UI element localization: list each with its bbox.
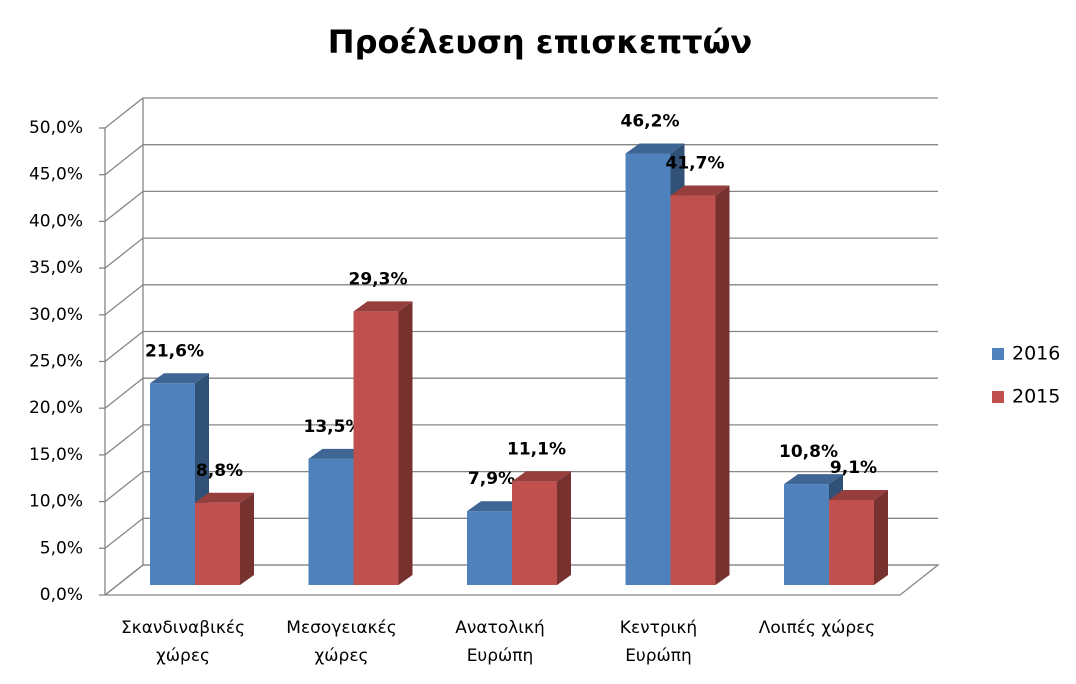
bar bbox=[353, 311, 399, 585]
grid-line bbox=[104, 377, 938, 409]
y-tick-label: 20,0% bbox=[29, 398, 83, 418]
y-tick-label: 40,0% bbox=[29, 211, 83, 231]
bar bbox=[512, 481, 557, 585]
bar-top bbox=[353, 301, 413, 312]
bar-top bbox=[308, 448, 368, 459]
legend-swatch bbox=[992, 348, 1004, 360]
bar-side bbox=[557, 471, 571, 585]
bar-top bbox=[829, 490, 888, 501]
bar bbox=[467, 511, 512, 585]
bar-top bbox=[625, 143, 685, 154]
legend-label: 2015 bbox=[1012, 386, 1060, 408]
value-label: 21,6% bbox=[145, 341, 204, 361]
x-tick-label: Κεντρική Ευρώπη bbox=[620, 618, 697, 666]
bar-side bbox=[398, 301, 413, 585]
chart-title: Προέλευση επισκεπτών bbox=[328, 23, 752, 61]
grid-line bbox=[104, 284, 938, 316]
value-label: 7,9% bbox=[468, 469, 515, 489]
value-label: 9,1% bbox=[830, 458, 877, 478]
value-label: 13,5% bbox=[304, 417, 363, 437]
x-tick-label: Ανατολική Ευρώπη bbox=[455, 618, 545, 666]
bar-side bbox=[874, 490, 888, 585]
x-tick-label: Σκανδιναβικές χώρες bbox=[121, 618, 245, 666]
grid-line bbox=[104, 190, 938, 222]
grid-line bbox=[104, 330, 938, 363]
y-tick-label: 45,0% bbox=[29, 165, 83, 185]
y-tick-label: 15,0% bbox=[29, 445, 83, 465]
value-label: 10,8% bbox=[779, 442, 838, 462]
bar bbox=[150, 383, 195, 585]
y-tick-label: 30,0% bbox=[29, 305, 83, 325]
bar bbox=[670, 195, 716, 585]
x-tick-label: Λοιπές χώρες bbox=[759, 618, 876, 638]
legend-label: 2016 bbox=[1012, 343, 1060, 365]
x-tick-label: Μεσογειακές χώρες bbox=[286, 618, 396, 666]
bar-top bbox=[467, 501, 526, 512]
bar bbox=[308, 458, 354, 585]
grid-line bbox=[104, 144, 938, 176]
bar-side bbox=[240, 492, 254, 585]
grid-line bbox=[104, 237, 938, 269]
value-label: 29,3% bbox=[349, 269, 408, 289]
bar bbox=[784, 484, 829, 585]
bar bbox=[829, 500, 874, 585]
bar-top bbox=[512, 471, 571, 482]
y-tick-label: 0,0% bbox=[40, 585, 83, 605]
bar-side bbox=[715, 185, 730, 585]
value-label: 11,1% bbox=[507, 439, 566, 459]
legend-swatch bbox=[992, 391, 1004, 403]
y-tick-label: 10,0% bbox=[29, 492, 83, 512]
grid-line bbox=[104, 97, 938, 129]
value-label: 8,8% bbox=[196, 461, 243, 481]
bar bbox=[195, 502, 240, 585]
y-tick-label: 5,0% bbox=[40, 538, 83, 558]
bar-top bbox=[784, 474, 843, 485]
bar-top bbox=[195, 492, 254, 503]
bar-top bbox=[670, 185, 730, 196]
y-tick-label: 35,0% bbox=[29, 258, 83, 278]
bar bbox=[625, 153, 671, 585]
y-tick-label: 25,0% bbox=[29, 352, 83, 372]
value-label: 46,2% bbox=[621, 111, 680, 131]
y-tick-label: 50,0% bbox=[29, 118, 83, 138]
value-label: 41,7% bbox=[666, 154, 725, 174]
bar-top bbox=[150, 373, 209, 384]
